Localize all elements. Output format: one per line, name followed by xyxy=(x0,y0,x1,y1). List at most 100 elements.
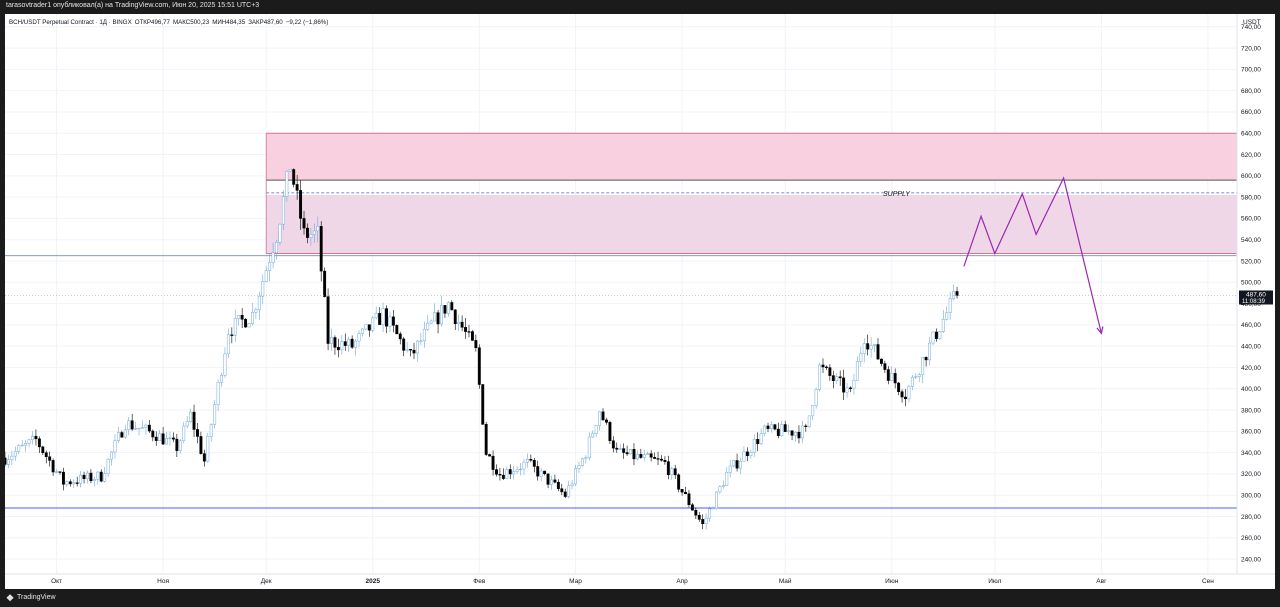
candle-body xyxy=(247,323,251,328)
candle-body xyxy=(591,433,595,438)
candle-body xyxy=(653,456,657,459)
candle-body xyxy=(27,439,31,444)
candle-body xyxy=(233,318,237,336)
candle-body xyxy=(776,428,780,436)
candle-body xyxy=(866,343,870,350)
candle-body xyxy=(897,382,901,392)
candle-body xyxy=(13,451,17,457)
candle-body xyxy=(663,459,667,462)
candle-body xyxy=(371,317,375,331)
candle-body xyxy=(821,364,825,368)
candle-body xyxy=(625,452,629,455)
candle-body xyxy=(333,337,337,348)
y-tick-label: 700,00 xyxy=(1241,67,1261,74)
candle-body xyxy=(563,491,567,497)
x-tick-label: Апр xyxy=(676,578,688,585)
candle-body xyxy=(41,446,45,453)
candle-body xyxy=(72,482,76,485)
candle-body xyxy=(845,387,849,393)
candle-body xyxy=(137,427,141,430)
y-tick-label: 420,00 xyxy=(1241,365,1261,372)
candle-body xyxy=(879,358,883,364)
plot-area xyxy=(5,14,1237,574)
candle-body xyxy=(642,454,646,458)
candle-body xyxy=(794,431,797,436)
candle-body xyxy=(787,430,791,432)
candle-body xyxy=(512,471,516,475)
candle-body xyxy=(708,508,712,519)
price-chart[interactable]: SUPPLY USDT 240,00 260,00 280,00 300,00 320,00… xyxy=(5,14,1275,589)
candle-body xyxy=(216,382,220,405)
candle-body xyxy=(680,489,684,493)
candle-body xyxy=(240,314,244,320)
candle-body xyxy=(484,424,488,455)
candle-body xyxy=(350,338,354,348)
candle-body xyxy=(426,322,430,330)
candle-body xyxy=(800,425,804,439)
supply-zone-upper xyxy=(266,133,1237,181)
y-tick-label: 340,00 xyxy=(1241,450,1261,457)
candle-body xyxy=(673,468,677,476)
candle-body xyxy=(202,453,206,462)
candle-body xyxy=(766,425,770,429)
candle-body xyxy=(106,458,110,474)
candle-body xyxy=(745,451,749,456)
candle-body xyxy=(519,468,522,471)
candle-body xyxy=(220,374,223,383)
candle-body xyxy=(436,312,440,325)
candle-body xyxy=(498,474,502,476)
candle-body xyxy=(759,433,763,444)
candle-body xyxy=(584,457,588,460)
legend-change: −9,22 (−1,86%) xyxy=(285,19,329,26)
candle-body xyxy=(374,313,378,319)
candle-body xyxy=(629,449,632,455)
chart-panel[interactable]: SUPPLY USDT 240,00 260,00 280,00 300,00 320,00… xyxy=(5,14,1275,589)
candle-body xyxy=(357,333,361,342)
candle-body xyxy=(17,445,21,452)
candle-body xyxy=(632,449,636,460)
currency-label: USDT xyxy=(1243,19,1261,26)
y-tick-label: 280,00 xyxy=(1241,514,1261,521)
candle-body xyxy=(605,419,608,423)
candle-body xyxy=(756,439,760,444)
x-tick-label: 2025 xyxy=(366,578,381,585)
candle-body xyxy=(175,438,179,451)
candle-body xyxy=(196,429,199,437)
candle-body xyxy=(178,440,182,451)
price-countdown: 11:08:39 xyxy=(1242,299,1266,305)
candle-body xyxy=(299,190,303,219)
candle-body xyxy=(488,454,492,457)
y-tick-label: 380,00 xyxy=(1241,407,1261,414)
candle-body xyxy=(505,469,509,479)
footer-brand[interactable]: TradingView xyxy=(17,594,56,601)
candle-body xyxy=(237,314,241,319)
candle-body xyxy=(739,461,742,469)
y-tick-label: 500,00 xyxy=(1241,280,1261,287)
candle-body xyxy=(360,328,364,334)
candle-body xyxy=(536,466,540,477)
candle-body xyxy=(354,340,358,348)
candle-body xyxy=(646,453,650,455)
candle-body xyxy=(302,218,306,229)
candle-body xyxy=(82,474,86,480)
candle-body xyxy=(635,454,639,460)
candle-body xyxy=(515,469,519,472)
candle-body xyxy=(92,479,96,482)
candle-body xyxy=(433,312,437,322)
candle-body xyxy=(450,302,454,311)
candle-body xyxy=(429,320,433,324)
tradingview-logo-icon[interactable]: ❖ xyxy=(6,593,15,603)
candle-body xyxy=(251,312,254,324)
candle-body xyxy=(580,458,584,466)
candle-body xyxy=(405,349,409,351)
candle-body xyxy=(783,424,787,432)
publish-info-text: tarasovtrader1 опубликовал(а) на Trading… xyxy=(6,2,260,9)
candle-body xyxy=(914,376,918,378)
candle-body xyxy=(931,331,935,344)
candle-body xyxy=(326,296,330,344)
y-tick-label: 720,00 xyxy=(1241,45,1261,52)
candle-body xyxy=(261,281,265,297)
candle-body xyxy=(594,425,598,434)
y-tick-label: 260,00 xyxy=(1241,535,1261,542)
candle-body xyxy=(58,471,62,473)
